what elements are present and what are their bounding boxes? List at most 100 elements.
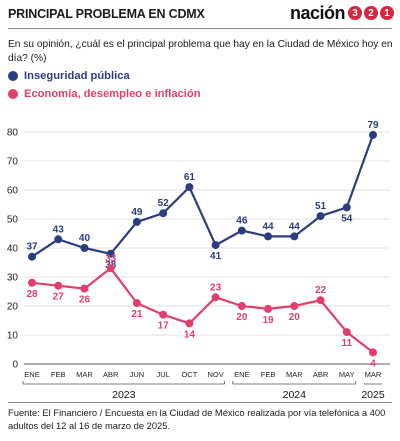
y-tick-label: 10: [7, 331, 19, 342]
data-point: [316, 296, 325, 305]
data-label: 54: [341, 213, 353, 224]
x-tick-label: ENE: [24, 370, 39, 379]
x-tick-label: FEB: [51, 370, 66, 379]
y-tick-label: 40: [7, 244, 19, 255]
year-label: 2024: [283, 389, 307, 401]
data-label: 26: [79, 295, 91, 306]
year-label: 2023: [112, 389, 136, 401]
x-tick-label: JUL: [156, 370, 169, 379]
data-point: [264, 232, 273, 241]
data-point: [159, 209, 168, 218]
data-label: 52: [158, 198, 170, 209]
legend-item-inseguridad: Inseguridad pública: [8, 70, 130, 82]
data-point: [185, 183, 194, 192]
data-point: [237, 226, 246, 235]
x-tick-label: MAY: [339, 370, 355, 379]
data-point: [28, 278, 36, 287]
legend-label: Economía, desempleo e inflación: [24, 88, 201, 100]
x-tick-label: NOV: [207, 370, 223, 379]
brand-word: nación: [289, 2, 346, 23]
data-label: 44: [263, 221, 275, 232]
header-divider: [8, 28, 392, 29]
data-label: 4: [370, 358, 376, 369]
data-point: [54, 235, 63, 244]
data-label: 41: [210, 251, 222, 262]
data-point: [290, 232, 299, 241]
data-point: [369, 348, 377, 357]
brand-digit: 2: [364, 6, 378, 20]
data-point: [159, 310, 168, 319]
y-tick-label: 70: [7, 157, 19, 168]
question-text: En su opinión, ¿cuál es el principal pro…: [8, 39, 393, 64]
data-point: [342, 203, 351, 212]
data-point: [28, 252, 36, 261]
chart-title: PRINCIPAL PROBLEMA EN CDMX: [8, 7, 205, 21]
x-tick-label: ENE: [234, 370, 249, 379]
brand-logo: nación 3 2 1: [290, 3, 394, 23]
data-label: 43: [53, 224, 65, 235]
data-point: [369, 130, 377, 139]
data-label: 20: [236, 312, 248, 323]
data-point: [237, 302, 246, 310]
data-point: [106, 249, 115, 258]
data-label: 40: [79, 233, 91, 244]
data-label: 51: [315, 201, 327, 212]
x-tick-label: ABR: [103, 370, 119, 379]
legend-dot-icon: [8, 89, 18, 99]
year-label: 2025: [361, 389, 385, 401]
data-point: [211, 293, 220, 302]
x-tick-label: MAR: [365, 370, 382, 379]
y-tick-label: 0: [12, 360, 18, 371]
data-point: [211, 241, 220, 250]
y-tick-label: 50: [7, 215, 19, 226]
x-tick-label: MAR: [286, 370, 303, 379]
data-label: 37: [26, 242, 38, 253]
data-label: 11: [341, 338, 352, 349]
x-tick-label: OCT: [181, 370, 197, 379]
data-point: [316, 212, 325, 221]
x-tick-label: ABR: [313, 370, 329, 379]
source-note: Fuente: El Financiero / Encuesta en la C…: [8, 407, 386, 431]
data-label: 28: [26, 289, 38, 300]
data-point: [264, 304, 273, 313]
data-label: 17: [158, 321, 170, 332]
data-point: [106, 264, 115, 273]
line-chart: 0 10 20 30 40 50 60 70 80 ENE FEB MAR ABR JUN JUL OCT NO…: [7, 120, 390, 401]
data-label: 49: [131, 207, 143, 218]
data-label: 20: [289, 312, 301, 323]
legend-item-economia: Economía, desempleo e inflación: [8, 88, 201, 100]
data-point: [80, 244, 89, 252]
y-tick-label: 60: [7, 186, 19, 197]
header: PRINCIPAL PROBLEMA EN CDMX nación 3 2 1: [0, 0, 400, 28]
x-tick-label: FEB: [261, 370, 276, 379]
data-label: 22: [315, 285, 327, 296]
footer-divider: [8, 402, 392, 403]
data-point: [132, 299, 141, 308]
data-point: [342, 328, 351, 337]
x-tick-label: JUN: [130, 370, 145, 379]
y-tick-label: 80: [7, 128, 19, 139]
series-line: [31, 267, 374, 354]
y-tick-label: 30: [7, 273, 19, 284]
data-label: 23: [210, 282, 222, 293]
data-label: 61: [184, 172, 196, 183]
data-point: [290, 302, 299, 310]
legend-dot-icon: [8, 71, 18, 81]
brand-digit: 3: [348, 6, 362, 20]
y-tick-label: 20: [7, 302, 19, 313]
data-label: 46: [236, 216, 248, 227]
legend-label: Inseguridad pública: [24, 70, 130, 82]
data-label: 21: [131, 309, 143, 320]
data-point: [132, 217, 141, 226]
x-tick-label: MAR: [76, 370, 93, 379]
data-label: 79: [367, 120, 379, 131]
data-label: 19: [263, 315, 275, 326]
data-label: 14: [184, 329, 196, 340]
series-line: [31, 134, 375, 258]
data-point: [80, 284, 89, 293]
data-label: 44: [289, 221, 301, 232]
data-label: 33: [105, 253, 117, 264]
data-point: [185, 319, 194, 328]
brand-digit: 1: [380, 6, 394, 20]
data-label: 27: [53, 292, 65, 303]
